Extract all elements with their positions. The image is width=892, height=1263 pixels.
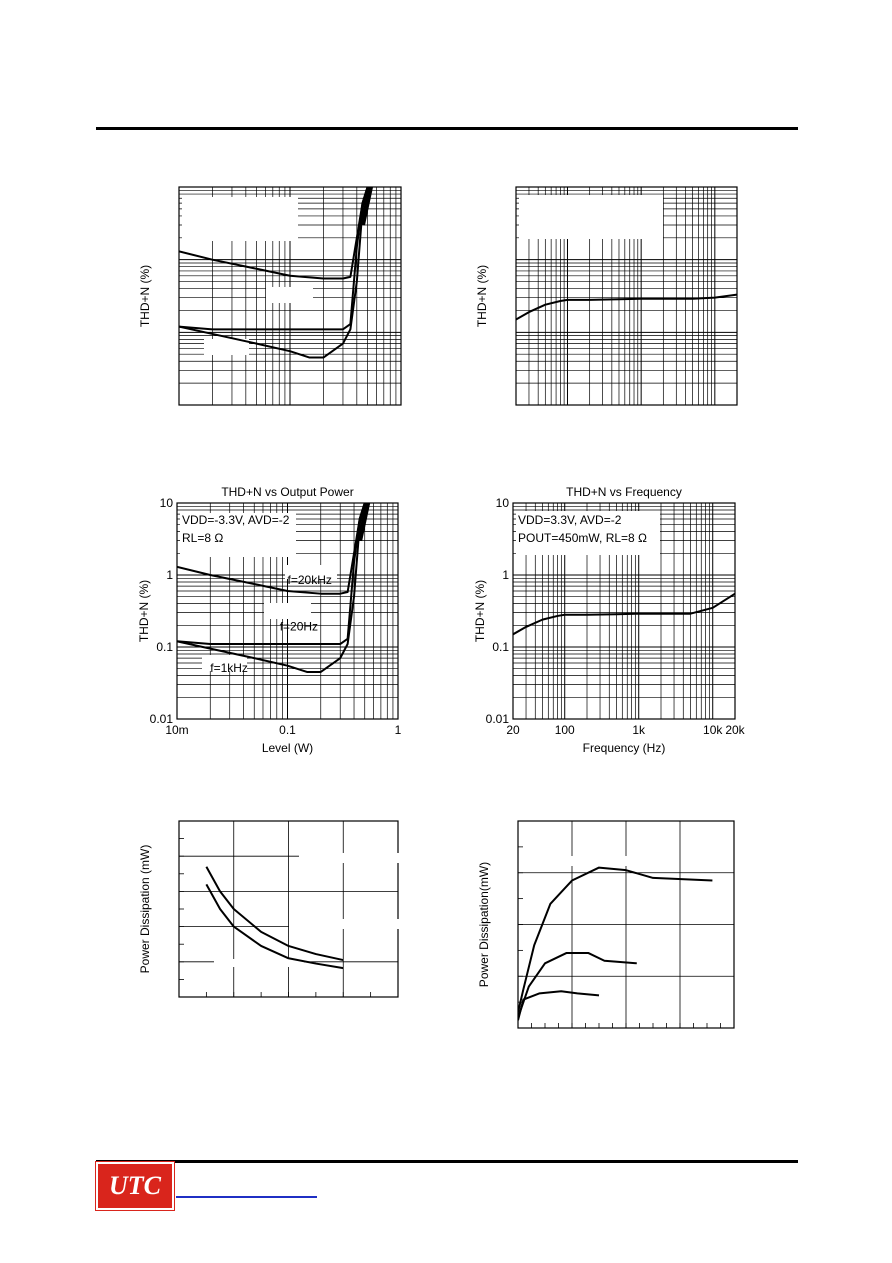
legend-text: RL=8 Ω <box>182 531 223 545</box>
y-tick-label: 1 <box>166 568 173 582</box>
series-line-2 <box>518 951 637 1018</box>
legend-box <box>516 511 660 555</box>
curve-label: f=1kHz <box>210 661 248 675</box>
legend-text: VDD=3.3V, AVD=-2 <box>518 513 622 527</box>
utc-logo: UTC <box>96 1162 174 1210</box>
x-tick-label: 0.1 <box>279 723 296 737</box>
x-axis-label: Frequency (Hz) <box>583 741 666 755</box>
label-mask <box>299 853 399 863</box>
y-tick-label: 1 <box>502 568 509 582</box>
x-axis-label: Level (W) <box>262 741 313 755</box>
footer-link[interactable] <box>176 1196 317 1198</box>
y-axis-label: THD+N (%) <box>473 580 487 642</box>
annotation-bg <box>285 565 337 579</box>
chart-title: THD+N vs Output Power <box>221 485 353 499</box>
legend-box <box>519 195 663 239</box>
plot-frame <box>515 186 738 406</box>
series-line-2 <box>177 503 366 646</box>
x-tick-label: 1 <box>395 723 402 737</box>
x-tick-label: 10m <box>165 723 188 737</box>
plot-frame <box>178 186 402 406</box>
label-mask <box>548 856 658 866</box>
y-tick-label: 10 <box>496 496 510 510</box>
series-line-2 <box>205 883 344 970</box>
y-axis-label: THD+N (%) <box>138 265 152 327</box>
series-line-3 <box>179 187 369 359</box>
x-tick-label: 20 <box>506 723 520 737</box>
legend-box <box>182 197 298 241</box>
plot-frame <box>176 502 399 720</box>
y-axis-label: THD+N (%) <box>475 265 489 327</box>
legend-text: VDD=-3.3V, AVD=-2 <box>182 513 290 527</box>
label-mask <box>214 959 304 967</box>
thick-clip-segment <box>357 503 371 542</box>
annotation-bg <box>202 655 247 671</box>
legend-box <box>180 513 296 557</box>
y-tick-label: 10 <box>160 496 174 510</box>
annotation-bg <box>264 603 311 619</box>
y-tick-label: 0.1 <box>156 640 173 654</box>
y-tick-label: 0.01 <box>150 712 174 726</box>
curve-label: f=20Hz <box>280 619 318 633</box>
series-line-1 <box>205 866 344 962</box>
series-line-2 <box>179 187 369 331</box>
y-axis-label: THD+N (%) <box>137 580 151 642</box>
legend-text: POUT=450mW, RL=8 Ω <box>518 531 647 545</box>
plot-frame <box>512 502 736 720</box>
plot-frame <box>517 820 735 1029</box>
label-mask <box>289 919 399 929</box>
series-line-1 <box>516 293 737 321</box>
logo-text: UTC <box>109 1171 161 1200</box>
y-tick-label: 0.1 <box>492 640 509 654</box>
y-axis-label: Power Dissipation(mW) <box>477 862 491 987</box>
thick-clip-segment <box>360 187 373 226</box>
footer-rule <box>96 1160 798 1163</box>
series-line-3 <box>518 990 600 1021</box>
x-tick-label: 100 <box>555 723 575 737</box>
series-line-3 <box>177 503 366 673</box>
annotation-bg <box>266 287 313 303</box>
header-rule <box>96 127 798 130</box>
chart-title: THD+N vs Frequency <box>566 485 682 499</box>
plot-frame <box>178 820 399 998</box>
x-tick-label: 10k <box>703 723 723 737</box>
x-tick-label: 1k <box>632 723 646 737</box>
series-line-1 <box>513 592 735 636</box>
curve-label: f=20kHz <box>288 573 332 587</box>
x-tick-label: 20k <box>725 723 745 737</box>
y-axis-label: Power Dissipation (mW) <box>138 845 152 974</box>
annotation-bg <box>204 339 249 355</box>
series-line-1 <box>518 866 713 1013</box>
y-tick-label: 0.01 <box>486 712 510 726</box>
